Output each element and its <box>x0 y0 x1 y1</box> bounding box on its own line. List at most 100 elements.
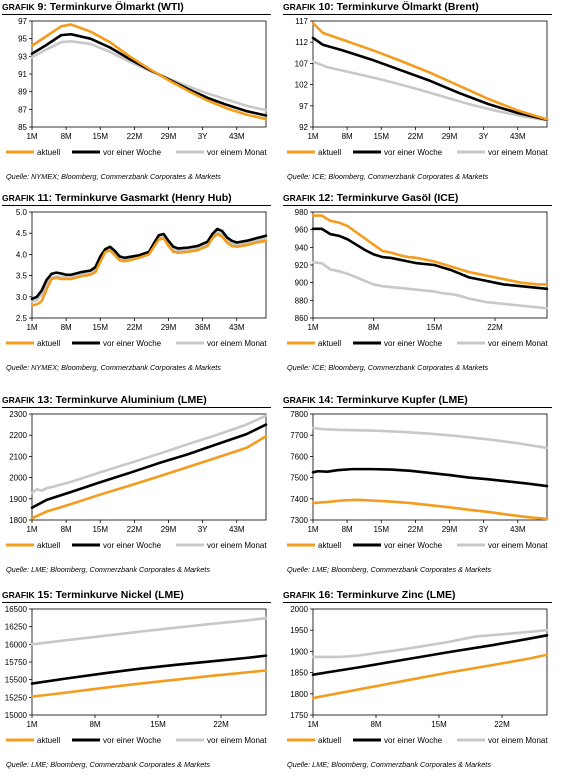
y-tick-label: 1900 <box>290 647 308 656</box>
series-line-month <box>30 414 268 495</box>
chart-title: Grafik 11: Terminkurve Gasmarkt (Henry H… <box>2 192 232 204</box>
x-tick-label: 29M <box>161 323 177 332</box>
y-tick-label: 4.0 <box>16 250 28 259</box>
chart-title-number: 11 <box>37 192 49 204</box>
chart-title: Grafik 9: Terminkurve Ölmarkt (WTI) <box>2 1 184 13</box>
x-tick-label: 15M <box>92 525 108 534</box>
y-tick-label: 2000 <box>290 605 308 614</box>
x-tick-label: 22M <box>408 525 424 534</box>
plot-frame <box>31 20 267 128</box>
x-tick-label: 8M <box>61 323 72 332</box>
chart-title-prefix: Grafik <box>2 193 35 203</box>
plot-frame <box>312 413 548 521</box>
x-tick-label: 1M <box>26 720 37 729</box>
x-tick-label: 15M <box>373 132 389 141</box>
title-rule <box>283 205 552 206</box>
title-rule <box>283 14 552 15</box>
chart-title-number: 14 <box>318 394 331 406</box>
chart-title-number: 15 <box>37 589 50 601</box>
series-line-week <box>30 423 268 509</box>
x-tick-label: 15M <box>427 323 443 332</box>
legend-label: aktuell <box>37 148 60 157</box>
x-tick-label: 8M <box>368 323 379 332</box>
legend-label: vor einer Woche <box>384 541 443 550</box>
x-tick-label: 22M <box>213 720 229 729</box>
y-tick-label: 920 <box>295 261 309 270</box>
y-tick-label: 16500 <box>5 605 28 614</box>
series-line-week <box>30 32 268 117</box>
y-tick-label: 7600 <box>290 452 308 461</box>
legend-label: vor einer Woche <box>384 339 443 348</box>
y-tick-label: 112 <box>295 38 308 47</box>
x-tick-label: 3Y <box>479 132 489 141</box>
chart-title-prefix: Grafik <box>2 2 35 12</box>
x-tick-label: 22M <box>127 525 143 534</box>
legend-label: aktuell <box>318 339 341 348</box>
x-tick-label: 22M <box>408 132 424 141</box>
y-tick-label: 1800 <box>9 516 27 525</box>
x-tick-label: 8M <box>61 132 72 141</box>
x-tick-label: 22M <box>494 720 510 729</box>
series-line-week <box>311 36 549 122</box>
chart-source: Quelle: LME; Bloomberg, Commerzbank Corp… <box>287 565 491 574</box>
y-tick-label: 15500 <box>5 676 28 685</box>
series-line-week <box>311 227 549 291</box>
y-tick-label: 980 <box>295 208 309 217</box>
chart-title-number: 16 <box>318 589 331 601</box>
y-tick-label: 117 <box>295 17 308 26</box>
legend-label: vor einem Monat <box>488 339 548 348</box>
legend-label: vor einem Monat <box>207 148 267 157</box>
chart-panel: Grafik 12: Terminkurve Gasöl (ICE) 860 880… <box>281 191 562 382</box>
legend-label: vor einem Monat <box>488 736 548 745</box>
series-line-month <box>311 261 549 310</box>
series-line-week <box>30 654 268 685</box>
y-tick-label: 3.5 <box>16 272 28 281</box>
x-tick-label: 15M <box>373 525 389 534</box>
series-line-aktuell <box>311 21 549 121</box>
x-tick-label: 15M <box>431 720 447 729</box>
legend-label: vor einer Woche <box>384 148 443 157</box>
chart-title-prefix: Grafik <box>283 2 316 12</box>
y-tick-label: 15000 <box>5 711 28 720</box>
legend-label: vor einem Monat <box>488 541 548 550</box>
y-tick-label: 15750 <box>5 658 28 667</box>
y-tick-label: 102 <box>295 81 309 90</box>
legend-label: vor einer Woche <box>103 541 162 550</box>
y-tick-label: 2300 <box>9 410 27 419</box>
chart-svg: 1800 1900 2000 2100 2200 2300 1M 8M 15M 22M 29M 3Y 4… <box>6 410 268 550</box>
chart-svg: 92 97 102 107 112 117 1M 8M 15M 22M 29M 3Y 43M aktuel… <box>287 17 549 157</box>
chart-title-text: Terminkurve Gasöl (ICE) <box>336 192 459 204</box>
series-line-aktuell <box>30 669 268 698</box>
title-rule <box>283 407 552 408</box>
chart-title-text: Terminkurve Ölmarkt (Brent) <box>336 1 479 13</box>
chart-panel: Grafik 10: Terminkurve Ölmarkt (Brent) 92… <box>281 0 562 191</box>
x-tick-label: 29M <box>161 525 177 534</box>
title-rule <box>2 14 271 15</box>
y-tick-label: 16250 <box>5 623 28 632</box>
chart-svg: 2.5 3.0 3.5 4.0 4.5 5.0 1M 8M 15M 22M 29M 36M 43M akt… <box>6 208 268 348</box>
y-tick-label: 107 <box>295 59 309 68</box>
x-tick-label: 15M <box>92 323 108 332</box>
x-tick-label: 22M <box>127 132 143 141</box>
series-line-aktuell <box>30 23 268 121</box>
series-line-month <box>30 231 268 304</box>
y-tick-label: 7500 <box>290 474 308 483</box>
x-tick-label: 43M <box>510 525 526 534</box>
chart-source: Quelle: NYMEX; Bloomberg, Commerzbank Co… <box>6 172 221 181</box>
y-tick-label: 1850 <box>290 669 308 678</box>
chart-title: Grafik 13: Terminkurve Aluminium (LME) <box>2 394 207 406</box>
y-tick-label: 7800 <box>290 410 308 419</box>
y-tick-label: 7300 <box>290 516 308 525</box>
plot-frame <box>312 608 548 716</box>
x-tick-label: 15M <box>150 720 166 729</box>
y-tick-label: 880 <box>295 296 309 305</box>
chart-panel: Grafik 14: Terminkurve Kupfer (LME) 7300 7… <box>281 393 562 584</box>
chart-panel: Grafik 13: Terminkurve Aluminium (LME) 18… <box>0 393 281 584</box>
series-line-week <box>30 227 268 301</box>
chart-title-text: Terminkurve Kupfer (LME) <box>336 394 468 406</box>
y-tick-label: 85 <box>18 123 27 132</box>
y-tick-label: 7400 <box>290 495 308 504</box>
x-tick-label: 3Y <box>198 132 208 141</box>
chart-panel: Grafik 11: Terminkurve Gasmarkt (Henry H… <box>0 191 281 382</box>
title-rule <box>2 407 271 408</box>
